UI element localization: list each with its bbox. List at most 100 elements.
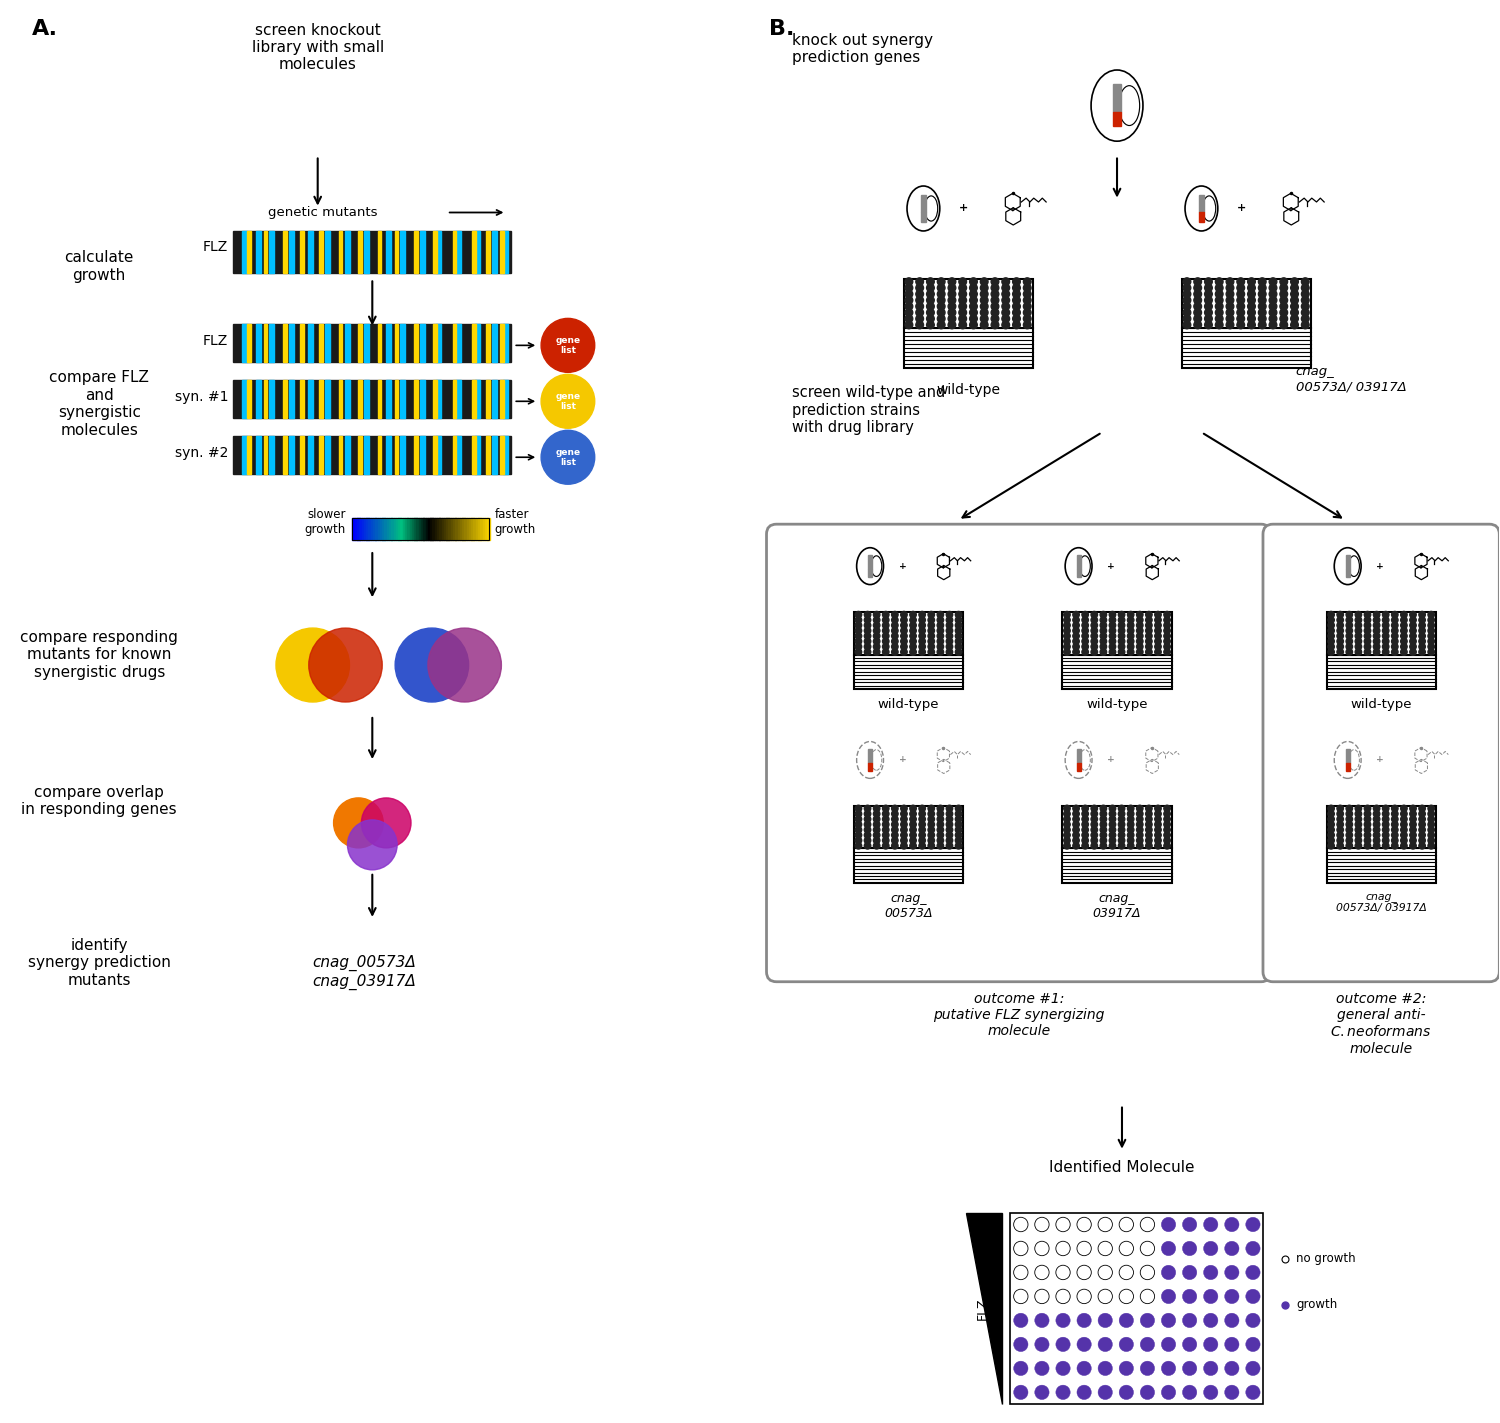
Circle shape <box>1374 837 1380 844</box>
Circle shape <box>1383 811 1389 817</box>
Circle shape <box>1383 638 1389 645</box>
Circle shape <box>1072 827 1080 832</box>
Circle shape <box>1100 821 1107 828</box>
Circle shape <box>1082 832 1089 838</box>
Circle shape <box>1023 290 1031 297</box>
Circle shape <box>873 821 880 828</box>
Circle shape <box>1072 633 1080 639</box>
Circle shape <box>1155 622 1161 629</box>
Circle shape <box>1354 616 1362 623</box>
Circle shape <box>1013 285 1020 292</box>
Text: growth: growth <box>1296 1298 1338 1311</box>
Circle shape <box>900 622 908 629</box>
Text: screen knockout
library with small
molecules: screen knockout library with small molec… <box>252 23 384 73</box>
Circle shape <box>542 374 594 428</box>
Circle shape <box>855 837 861 844</box>
Circle shape <box>1155 805 1161 811</box>
Circle shape <box>904 285 914 292</box>
Circle shape <box>928 827 934 832</box>
Text: wild-type: wild-type <box>936 383 1000 397</box>
Circle shape <box>1346 643 1353 650</box>
Circle shape <box>1194 314 1202 323</box>
Bar <box>248 437 250 474</box>
Circle shape <box>1248 296 1256 305</box>
Circle shape <box>1203 1265 1218 1279</box>
Bar <box>400 324 405 363</box>
Circle shape <box>946 612 952 618</box>
Circle shape <box>1002 309 1010 316</box>
Circle shape <box>938 314 945 323</box>
Text: identify
synergy prediction
mutants: identify synergy prediction mutants <box>28 938 171 988</box>
Circle shape <box>928 821 934 828</box>
Circle shape <box>855 649 861 655</box>
Circle shape <box>1290 322 1299 329</box>
Bar <box>444 518 447 541</box>
Circle shape <box>1082 821 1089 828</box>
Circle shape <box>1302 285 1310 292</box>
Circle shape <box>1128 628 1134 633</box>
Circle shape <box>1090 811 1098 817</box>
Circle shape <box>1374 821 1380 828</box>
Circle shape <box>1226 277 1234 286</box>
Circle shape <box>1392 832 1398 838</box>
Circle shape <box>900 827 908 832</box>
Circle shape <box>1328 811 1335 817</box>
Circle shape <box>992 309 999 316</box>
Bar <box>433 380 436 418</box>
Circle shape <box>1346 622 1353 629</box>
Circle shape <box>1246 1338 1260 1352</box>
Circle shape <box>920 805 926 811</box>
Circle shape <box>956 649 962 655</box>
Circle shape <box>1364 638 1371 645</box>
Bar <box>380 518 382 541</box>
Circle shape <box>1164 616 1170 623</box>
Circle shape <box>910 649 916 655</box>
Circle shape <box>1410 842 1416 850</box>
Circle shape <box>1383 622 1389 629</box>
Text: gene
list: gene list <box>555 391 580 411</box>
Circle shape <box>900 628 908 633</box>
Circle shape <box>1119 1362 1134 1376</box>
Circle shape <box>1182 1338 1197 1352</box>
Bar <box>393 518 396 541</box>
Circle shape <box>1164 821 1170 828</box>
Circle shape <box>1155 649 1161 655</box>
Bar <box>362 518 364 541</box>
Circle shape <box>1090 842 1098 850</box>
Circle shape <box>855 842 861 850</box>
Circle shape <box>904 309 914 316</box>
Circle shape <box>948 290 956 297</box>
Circle shape <box>948 296 956 305</box>
Circle shape <box>362 798 411 848</box>
Circle shape <box>1146 832 1152 838</box>
Circle shape <box>1346 811 1353 817</box>
Circle shape <box>1346 628 1353 633</box>
Circle shape <box>1346 827 1353 832</box>
Circle shape <box>1410 628 1416 633</box>
Bar <box>420 437 424 474</box>
Bar <box>366 518 369 541</box>
Bar <box>446 518 448 541</box>
Bar <box>290 232 294 273</box>
Bar <box>234 437 512 474</box>
Circle shape <box>900 811 908 817</box>
Bar <box>1062 848 1172 882</box>
Circle shape <box>916 309 924 316</box>
Bar <box>1346 763 1350 771</box>
Circle shape <box>1204 309 1212 316</box>
Circle shape <box>1023 309 1031 316</box>
Bar <box>300 232 303 273</box>
Bar <box>378 324 381 363</box>
Circle shape <box>1119 638 1125 645</box>
Circle shape <box>969 322 978 329</box>
Circle shape <box>1290 285 1299 292</box>
Circle shape <box>891 622 898 629</box>
Circle shape <box>1119 815 1125 822</box>
Circle shape <box>1128 837 1134 844</box>
Bar <box>483 518 486 541</box>
Circle shape <box>938 285 945 292</box>
Circle shape <box>1155 842 1161 850</box>
Ellipse shape <box>1203 196 1215 221</box>
Circle shape <box>891 837 898 844</box>
Circle shape <box>1204 290 1212 297</box>
